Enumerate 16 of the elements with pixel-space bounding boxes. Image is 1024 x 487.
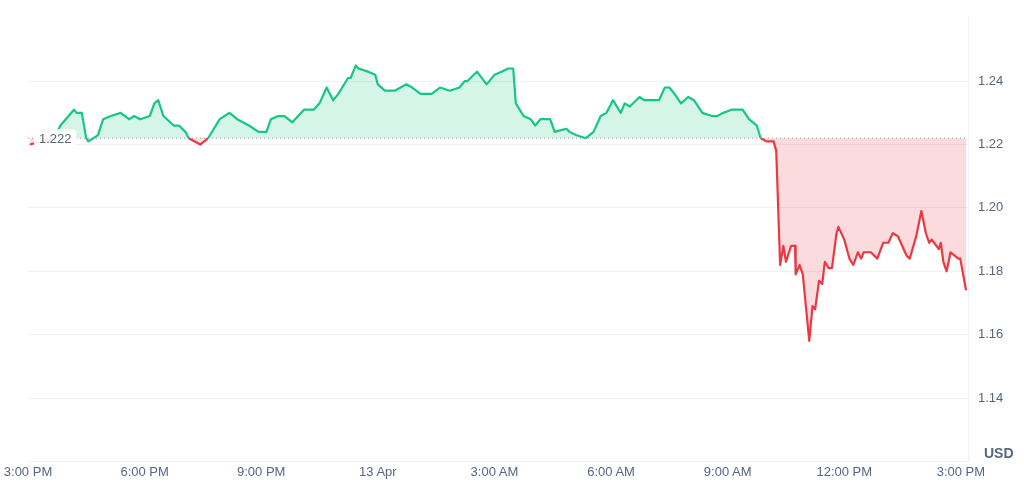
y-tick-label: 1.22	[978, 136, 1004, 152]
y-tick-label: 1.24	[978, 72, 1004, 88]
x-tick-label: 12:00 PM	[816, 463, 873, 479]
x-tick-label: 13 Apr	[359, 463, 398, 479]
x-tick-label: 3:00 AM	[470, 463, 519, 479]
y-tick-label: 1.18	[978, 262, 1004, 278]
x-tick-label: 3:00 PM	[3, 463, 53, 479]
y-tick-label: 1.20	[978, 199, 1004, 215]
y-tick-label: 1.16	[978, 326, 1004, 342]
y-axis-title: USD	[984, 445, 1014, 462]
x-tick-label: 6:00 AM	[587, 463, 635, 479]
x-tick-label: 6:00 PM	[120, 463, 169, 479]
x-tick-label: 9:00 PM	[237, 463, 286, 479]
y-tick-label: 1.14	[978, 389, 1004, 405]
x-tick-label: 9:00 AM	[703, 463, 752, 479]
x-tick-label: 3:00 PM	[936, 463, 986, 479]
